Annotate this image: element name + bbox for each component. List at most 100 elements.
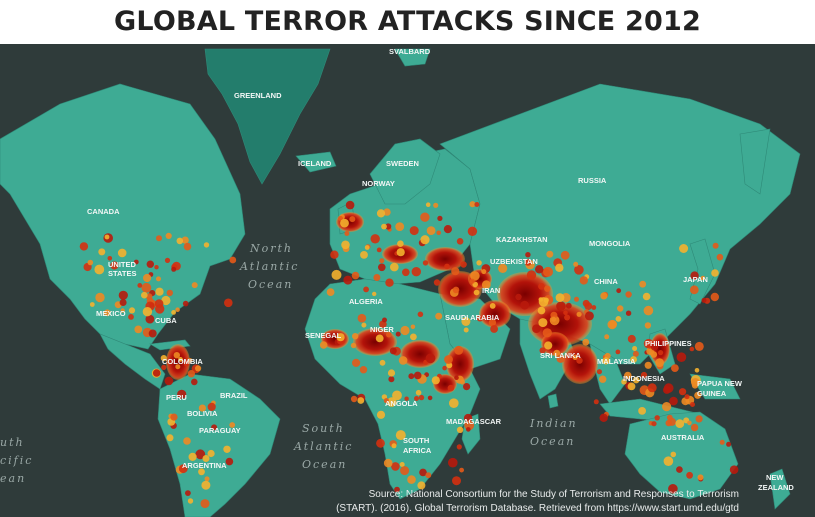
attack-dot <box>463 413 473 423</box>
attack-dot <box>697 474 704 481</box>
label-saudi: SAUDI ARABIA <box>445 313 500 322</box>
attack-dot <box>579 276 588 285</box>
attack-dot <box>394 486 400 493</box>
attack-dot <box>389 347 397 355</box>
attack-dot <box>352 333 359 340</box>
attack-dot <box>524 258 532 266</box>
attack-dot <box>600 292 608 300</box>
attack-dot <box>726 441 732 447</box>
attack-dot <box>681 397 690 406</box>
attack-dot <box>404 396 409 401</box>
attack-dot <box>542 328 552 338</box>
attack-dot <box>395 430 406 441</box>
world-map[interactable]: SVALBARD GREENLAND ICELAND SWEDEN NORWAY… <box>0 44 815 517</box>
attack-dot <box>357 397 365 404</box>
attack-dot <box>173 352 180 359</box>
attack-dot <box>602 357 610 365</box>
label-niger: NIGER <box>370 325 394 334</box>
attack-dot <box>340 218 349 228</box>
attack-dot <box>350 395 358 403</box>
attack-dot <box>451 267 460 276</box>
attack-dot <box>654 415 660 421</box>
land-australia <box>624 411 739 500</box>
attack-dot <box>137 283 143 288</box>
attack-dot <box>388 376 395 383</box>
attack-dot <box>166 434 174 442</box>
ocean-north-atlantic-1: North <box>249 242 293 255</box>
attack-dot <box>431 376 440 385</box>
attack-dot <box>330 250 339 259</box>
attack-dot <box>553 349 561 357</box>
attack-dot <box>526 270 537 280</box>
attack-dot <box>195 365 202 372</box>
attack-dot <box>555 293 565 302</box>
attack-dot <box>89 302 95 307</box>
attack-dot <box>379 258 385 264</box>
attack-dot <box>203 242 210 248</box>
attack-dot <box>175 364 181 370</box>
label-paraguay: PARAGUAY <box>199 426 241 435</box>
ocean-south-atlantic-2: Atlantic <box>293 440 353 453</box>
land-svalbard <box>394 48 431 67</box>
attack-dot <box>372 291 377 297</box>
attack-dot <box>156 235 162 242</box>
attack-dot <box>98 248 106 256</box>
attack-dot <box>164 376 174 386</box>
attack-dot <box>665 419 672 427</box>
attack-dot <box>459 467 464 473</box>
attack-dot <box>671 364 679 372</box>
attack-dot <box>546 250 554 258</box>
attack-dot <box>647 383 657 393</box>
attack-dot <box>644 361 652 369</box>
attack-dot <box>640 371 648 379</box>
attack-dot <box>437 215 443 221</box>
label-nz-1: NEW <box>766 473 784 482</box>
attack-dot <box>161 295 171 306</box>
attack-dot <box>710 292 719 302</box>
attack-dot <box>662 402 672 412</box>
attack-dot <box>538 297 549 307</box>
attack-dot <box>535 265 544 274</box>
label-iran: IRAN <box>482 286 500 295</box>
attack-dot <box>700 275 706 281</box>
attack-dot <box>690 402 695 407</box>
attack-dot <box>94 264 105 275</box>
label-united-states-2: STATES <box>108 269 136 278</box>
attack-dot <box>690 423 699 432</box>
attack-dot <box>651 421 657 427</box>
attack-dot <box>684 394 690 400</box>
attack-dot <box>383 398 389 404</box>
attack-dot <box>373 274 381 281</box>
attack-dot <box>433 279 441 286</box>
attack-dot <box>538 283 545 290</box>
attack-dot <box>357 313 367 323</box>
land-north-america <box>0 83 246 350</box>
attack-dot <box>679 244 689 253</box>
attack-dot <box>398 356 408 365</box>
attack-dot <box>410 324 416 330</box>
attack-dot <box>425 472 432 479</box>
attack-dot <box>229 422 236 428</box>
ocean-indian-1: Indian <box>529 417 578 430</box>
attack-dot <box>481 269 487 275</box>
attack-dot <box>392 390 402 401</box>
attack-dot <box>349 216 356 223</box>
attack-dot <box>616 288 622 294</box>
label-uzbekistan: UZBEKISTAN <box>490 257 538 266</box>
label-svalbard: SVALBARD <box>389 47 431 56</box>
attack-dot <box>187 498 194 504</box>
attack-dot <box>391 443 397 449</box>
attack-dot <box>382 317 387 323</box>
attack-dot <box>133 259 139 265</box>
attack-dot <box>211 424 218 431</box>
attack-dot <box>152 369 161 377</box>
attack-dot <box>447 384 455 392</box>
label-sri-lanka: SRI LANKA <box>540 351 581 360</box>
attack-dot <box>359 366 368 374</box>
attack-dot <box>385 278 394 287</box>
attack-dot <box>341 240 350 250</box>
attack-dot <box>539 347 546 354</box>
label-mongolia: MONGOLIA <box>589 239 631 248</box>
attack-dot <box>120 308 125 313</box>
label-sweden: SWEDEN <box>386 159 419 168</box>
